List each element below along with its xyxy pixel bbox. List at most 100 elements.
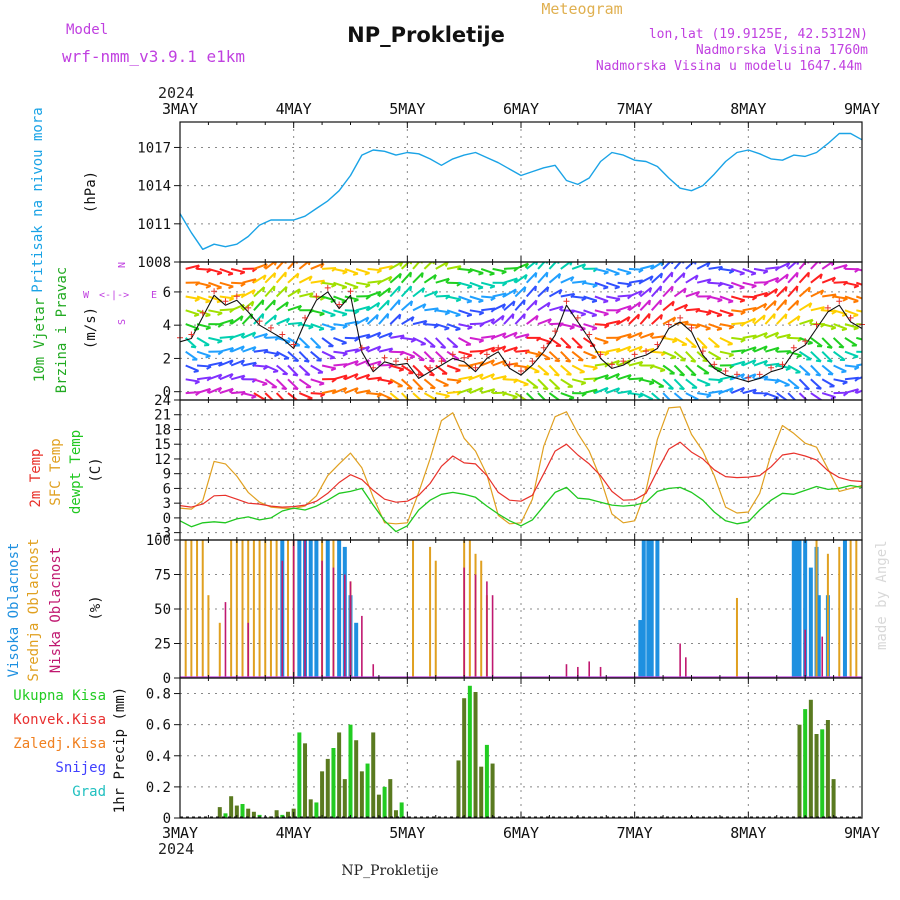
wind-barb	[673, 262, 682, 270]
wind-barb	[491, 314, 505, 325]
wind-barb	[764, 288, 778, 298]
wind-barb-head	[217, 340, 223, 344]
wind-gust-marker	[279, 331, 286, 338]
wind-barb	[333, 309, 348, 316]
wind-barb	[662, 285, 674, 298]
wind-barb-head	[784, 384, 790, 387]
wind-barb	[799, 336, 813, 344]
wind-barb	[242, 361, 257, 367]
wind-barb-head	[263, 263, 268, 269]
wind-barb	[276, 301, 289, 312]
wind-barb-head	[705, 383, 711, 387]
wind-gust-marker	[540, 344, 547, 351]
wind-barb	[765, 362, 780, 367]
wind-barb-head	[626, 283, 632, 288]
wind-barb	[400, 262, 411, 270]
wind-barb	[344, 295, 359, 301]
wind-barb-head	[193, 369, 199, 373]
wind-barb-head	[490, 296, 496, 302]
wind-barb	[833, 323, 848, 330]
wind-barb-head	[592, 366, 598, 371]
wind-barb	[844, 323, 859, 329]
wind-barb	[798, 350, 812, 361]
wind-gust-marker	[688, 324, 695, 331]
wind-barb	[776, 378, 790, 386]
wind-barb-head	[627, 374, 632, 380]
wind-barb-head	[796, 315, 801, 321]
wind-barb	[537, 318, 552, 326]
wind-barb	[753, 345, 768, 353]
wind-barb	[389, 285, 401, 298]
wind-barb	[423, 364, 435, 377]
wind-barb-head	[283, 357, 290, 360]
low-cloud-bar	[361, 615, 363, 678]
wind-barb-head	[467, 269, 473, 274]
wind-barb	[537, 301, 551, 312]
wind-barb-head	[216, 286, 222, 290]
wind-barb-head	[565, 359, 571, 363]
wind-barb	[378, 299, 390, 312]
wind-barb-head	[330, 327, 336, 331]
wind-barb	[821, 378, 835, 388]
wind-gust-marker	[552, 328, 559, 335]
low-cloud-bar	[588, 661, 590, 678]
wind-barb	[333, 323, 348, 327]
wind-barb	[696, 337, 708, 349]
mid-cloud-bar	[286, 540, 289, 678]
wind-barb	[753, 267, 768, 273]
wind-barb-head	[841, 327, 847, 332]
wind-barb-head	[545, 272, 549, 278]
wind-barb-head	[694, 324, 701, 329]
precip-bar	[382, 786, 387, 818]
wind-barb	[492, 267, 507, 273]
low-cloud-bar	[304, 540, 306, 678]
wind-barb	[242, 392, 257, 398]
wind-barb-head	[433, 290, 439, 297]
wind-barb-head	[659, 314, 663, 320]
wind-barb-head	[523, 383, 529, 387]
wind-barb-head	[649, 264, 655, 270]
mid-cloud-bar	[258, 540, 261, 678]
wind-barb-head	[659, 369, 666, 373]
mid-cloud-bar	[190, 540, 193, 678]
wind-barb	[832, 337, 845, 349]
low-cloud-bar	[292, 540, 295, 678]
wind-barb	[833, 295, 848, 300]
wind-barb	[787, 285, 799, 298]
wind-barb-head	[251, 346, 257, 352]
mid-cloud-bar	[235, 540, 238, 678]
wind-barb	[242, 331, 256, 339]
wind-barb-head	[842, 297, 848, 302]
wind-barb-head	[444, 327, 450, 331]
wind-barb	[310, 378, 325, 385]
wind-barb	[719, 323, 734, 328]
wind-barb	[264, 392, 275, 400]
wind-barb	[333, 374, 348, 381]
wind-barb-head	[512, 300, 516, 307]
wind-barb	[447, 390, 462, 395]
wind-barb-head	[679, 387, 685, 391]
wind-barb	[400, 392, 410, 400]
wind-barb	[685, 323, 700, 327]
precip-bar	[223, 813, 228, 818]
wind-barb	[560, 262, 572, 270]
precip-label-total: Ukupna Kisa	[13, 688, 106, 704]
wind-barbs	[185, 262, 862, 400]
wind-barb-head	[796, 354, 802, 359]
wind-barb	[776, 273, 789, 284]
wind-barb	[389, 392, 401, 400]
wind-barb	[628, 301, 641, 312]
wind-barb	[617, 374, 632, 381]
low-cloud-bar	[821, 636, 824, 678]
wind-barb	[503, 313, 515, 325]
wind-barb	[775, 299, 787, 311]
wind-barb	[208, 281, 222, 289]
wind-barb-head	[307, 397, 313, 400]
wind-barb-head	[827, 359, 833, 363]
wind-barb	[321, 337, 334, 348]
wind-barb-head	[239, 315, 244, 322]
wind-barb-head	[455, 369, 461, 373]
wind-barb	[525, 271, 538, 284]
wind-barb	[844, 388, 859, 395]
wind-barb	[242, 289, 256, 298]
